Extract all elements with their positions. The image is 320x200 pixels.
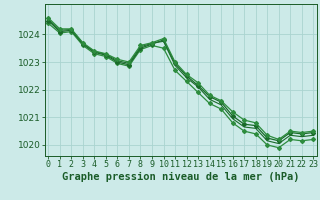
X-axis label: Graphe pression niveau de la mer (hPa): Graphe pression niveau de la mer (hPa) <box>62 172 300 182</box>
